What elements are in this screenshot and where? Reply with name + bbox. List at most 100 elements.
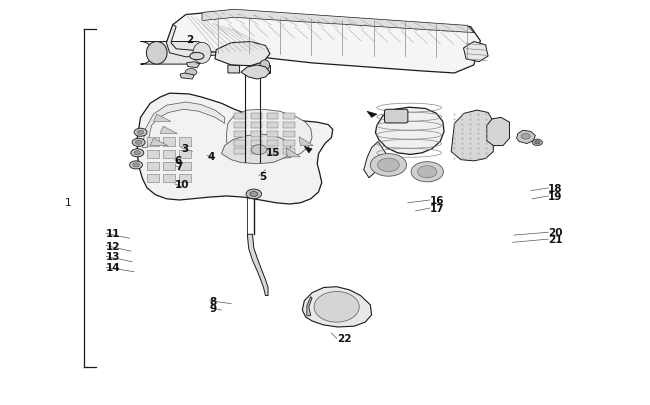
Circle shape [251,145,266,155]
Circle shape [521,134,530,140]
Text: 9: 9 [210,303,217,313]
Circle shape [370,154,406,177]
Circle shape [185,69,197,77]
Bar [235,149,246,155]
Bar [163,162,175,171]
Bar [250,131,262,137]
Polygon shape [180,74,194,80]
Polygon shape [364,142,387,178]
Bar [250,122,262,128]
Circle shape [378,159,399,172]
Polygon shape [260,66,270,74]
Circle shape [417,166,437,178]
Text: 5: 5 [259,171,266,181]
Text: 14: 14 [106,263,121,273]
Polygon shape [222,135,291,164]
Ellipse shape [193,43,211,64]
Bar [179,150,191,158]
Circle shape [135,141,142,145]
Circle shape [129,162,142,170]
Bar [147,174,159,182]
Polygon shape [314,292,359,322]
Polygon shape [241,66,270,80]
Bar [147,150,159,158]
Text: 13: 13 [106,252,121,262]
Bar [163,174,175,182]
Bar [250,140,262,146]
Polygon shape [142,103,225,148]
Polygon shape [286,149,300,158]
Polygon shape [166,26,222,58]
Text: 19: 19 [549,192,563,201]
Bar [179,174,191,182]
Polygon shape [137,94,333,205]
Polygon shape [451,111,493,162]
Text: 7: 7 [175,161,182,171]
Polygon shape [202,10,474,34]
Bar [235,114,246,119]
Polygon shape [215,43,270,66]
Text: 22: 22 [337,333,351,343]
Bar [283,140,294,146]
Polygon shape [153,115,171,122]
Circle shape [246,190,261,199]
Ellipse shape [260,61,270,71]
Text: 11: 11 [106,229,121,239]
Polygon shape [302,287,372,327]
Text: 10: 10 [175,179,189,190]
Polygon shape [150,139,168,146]
Bar [250,149,262,155]
Text: 15: 15 [265,147,280,157]
Text: 2: 2 [186,34,193,45]
Polygon shape [140,43,208,65]
Polygon shape [228,66,240,74]
Bar [235,122,246,128]
Text: 6: 6 [175,155,182,165]
Bar [266,131,278,137]
Bar [283,122,294,128]
Bar [147,138,159,146]
Circle shape [134,129,147,137]
Text: 12: 12 [106,241,121,251]
Bar [266,122,278,128]
Ellipse shape [146,43,167,65]
Polygon shape [367,112,377,118]
Bar [250,114,262,119]
Polygon shape [248,234,268,296]
Polygon shape [376,108,444,155]
Circle shape [411,162,443,182]
Circle shape [133,164,139,168]
FancyBboxPatch shape [385,110,408,124]
Bar [147,162,159,171]
Circle shape [532,140,543,146]
Bar [266,114,278,119]
Polygon shape [517,131,536,144]
Polygon shape [227,110,312,159]
Circle shape [134,151,140,156]
Text: 1: 1 [64,198,72,207]
Ellipse shape [190,53,204,60]
Circle shape [137,131,144,135]
Text: 16: 16 [430,196,445,205]
Circle shape [535,141,540,145]
Circle shape [131,149,144,158]
Polygon shape [304,147,312,153]
Polygon shape [463,43,488,62]
Text: 21: 21 [549,234,563,245]
Polygon shape [385,111,404,122]
Bar [283,149,294,155]
Polygon shape [166,11,480,74]
Text: 20: 20 [549,228,563,238]
Bar [283,131,294,137]
Text: 3: 3 [181,143,188,153]
Text: 4: 4 [207,151,214,161]
Polygon shape [187,62,200,68]
Text: 18: 18 [549,183,563,194]
Bar [235,140,246,146]
Text: 17: 17 [430,204,445,213]
Bar [235,131,246,137]
Bar [283,114,294,119]
Bar [266,140,278,146]
Polygon shape [299,137,313,146]
Bar [179,138,191,146]
